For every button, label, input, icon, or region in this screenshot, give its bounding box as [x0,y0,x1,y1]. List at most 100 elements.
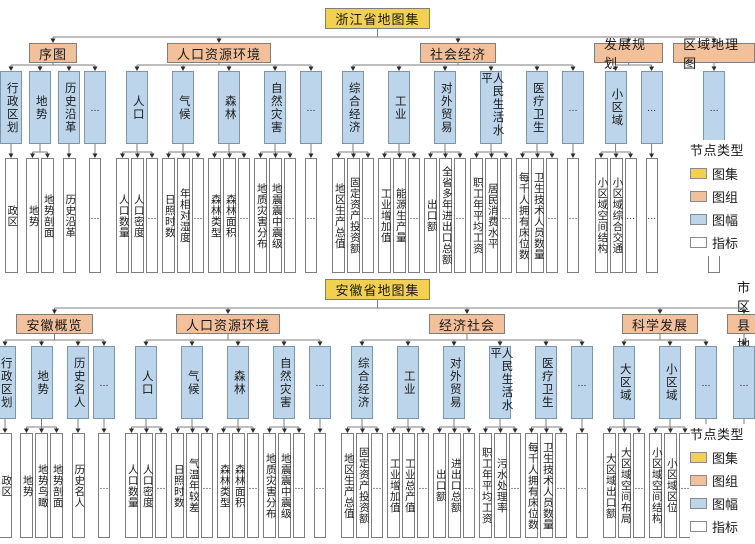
indicator-node: 人口密度 [140,433,153,538]
sheet-node: 气候 [172,71,194,144]
sheet-node-label: 气候 [186,369,199,396]
indicator-node: 政区 [0,433,12,538]
sheet-branch: …… [93,346,115,538]
indicator-node: … [155,433,167,538]
sheet-node-label: … [568,102,578,113]
indicator-node-label: 卫生技术人员数量 [532,171,544,260]
indicator-node: 人口数量 [125,433,138,538]
indicator-node-label: 地震震中震级 [279,452,291,519]
sheet-node-label: 工业 [402,369,415,396]
sheet-node-label: 气候 [177,94,190,121]
indicator-row: 出口额 全省多年进出口总额… [424,158,466,273]
indicator-node-label: … [577,480,587,491]
indicator-node: 地势鸟瞰 [35,433,48,538]
sheet-branch: 人民生活水平 职工年平均工资 居民消费水平… [470,71,512,273]
sheet-node-label: 综合经济 [356,356,369,409]
indicator-node-label: … [680,480,690,491]
indicator-node-label: … [510,480,520,491]
indicator-node: … [362,158,374,273]
indicator-row: 地质灾害分布 地震震中震级… [254,158,296,273]
indicator-node: 小区域空间结构 [649,433,662,538]
indicator-node: 污水处理率 [494,433,507,538]
group-branch: 人口资源环境 人口 人口数量 人口密度… 气候 日照时数 年相对湿度… 森林 森林类型 森林面积…… [116,43,322,273]
sheet-node-label: 医疗卫生 [540,356,553,409]
indicator-node: 地质灾害分布 [254,158,267,273]
sheet-row: 小区域 小区域空间结构 小区域综合交通……… [594,71,663,273]
indicator-node-label: 卫生技术人员数量 [541,441,553,530]
indicator-node: … [408,158,420,273]
atlas-section-0: 浙江省地图集 序图 行政区划 政区 地势 地势 地势剖面 历史沿革 历史沿革…… 人口资源环境 人口… [0,8,755,273]
group-node: 发展规划 [594,37,664,71]
indicator-node: … [417,433,429,538]
indicator-node-label: 森林面积 [224,193,236,238]
indicator-node: … [567,158,579,273]
legend-item-label: 图幅 [712,497,739,512]
indicator-node: 地区生产总值 [332,158,345,273]
indicator-row: 出口额 进出口总额… [433,433,475,538]
indicator-node-label: 政区 [6,204,18,227]
sheet-node: 人民生活水平 [480,71,504,144]
sheet-branch: 历史沿革 历史沿革 [58,71,80,273]
group-node: 序图 [28,43,77,63]
indicator-node: 固定资产投资额 [356,433,369,538]
atlas-color-swatch [690,452,707,463]
indicator-node-label: … [363,210,373,221]
sheet-color-swatch [690,498,707,509]
legend-zhejiang: 节点类型 图集 图组 图幅 指标 [690,140,752,256]
sheet-node: 综合经济 [342,71,364,144]
indicator-node: 全省多年进出口总额 [439,158,452,273]
legend-item-indicator: 指标 [690,233,752,252]
sheet-branch: …… [571,346,593,538]
sheet-branch: 工业 工业增加值 能源生产量… [378,71,420,273]
indicator-node: 地势 [20,433,33,538]
group-row: 安徽概览 行政区划 政区 地势 地势 地势鸟瞰 地势剖面 历史名人 历史名人…… 人口资源环境 人口… [0,280,755,538]
atlas-node-label: 安徽省地图集 [335,283,420,298]
indicator-row: 小区域空间结构 小区域区位… [649,433,691,538]
group-branch: 经济社会 综合经济 地区生产总值 固定资产投资额… 工业 工业增加值 工业总产值… 对外贸易出… [341,314,593,538]
sheet-node-label: 小区域 [610,88,623,127]
sheet-node-label: … [739,377,749,388]
sheet-branch: 对外贸易 出口额 全省多年进出口总额… [424,71,466,273]
indicator-node-label: … [294,480,304,491]
sheet-branch: 地势 地势 地势鸟瞰 地势剖面 [20,346,63,538]
legend-item-label: 图集 [712,167,739,182]
indicator-node: 年相对湿度 [177,158,190,273]
indicator-row: … [305,158,317,273]
indicator-node: … [89,158,101,273]
indicator-node-label: … [626,210,636,221]
sheet-node: 人民生活水平 [489,346,513,419]
indicator-node-label: … [90,210,100,221]
indicator-node: 历史沿革 [62,158,76,273]
legend-item-label: 图幅 [712,213,739,228]
group-branch: 人口资源环境 人口 人口数量 人口密度… 气候 日照时数 气温年较差… 森林 森林类型 森林面积…… [125,314,331,538]
group-node: 人口资源环境 [175,314,280,334]
indicator-node-label: … [455,210,465,221]
atlas-section-1: 安徽省地图集 安徽概览 行政区划 政区 地势 地势 地势鸟瞰 地势剖面 历史名人 历史名人…… 人口… [0,273,755,538]
indicator-row: 工业增加值 工业总产值… [387,433,429,538]
indicator-node: … [238,158,250,273]
indicator-node-label: 地势 [21,474,33,497]
sheet-node-label: 小区域 [664,363,677,402]
indicator-node: … [454,158,466,273]
indicator-row: 历史名人 [71,433,85,538]
indicator-node: 每千人拥有床位数 [516,158,529,273]
indicator-node: … [555,433,567,538]
sheet-node-label: … [90,102,100,113]
indicator-node: 出口额 [433,433,446,538]
sheet-row: 人口 人口数量 人口密度… 气候 日照时数 气温年较差… 森林 森林类型 森林面积… 自然灾害 地质… [125,346,331,538]
indicator-node-label: 大区域空间布局 [619,447,631,524]
indicator-node: 小区域空间结构 [594,158,608,273]
indicator-node-label: 工业增加值 [379,188,391,243]
sheet-row: 行政区划 政区 地势 地势 地势剖面 历史沿革 历史沿革…… [0,71,106,273]
indicator-node: 卫生技术人员数量 [531,158,544,273]
sheet-branch: 医疗卫生 每千人拥有床位数 卫生技术人员数量… [516,71,558,273]
legend-item-sheet: 图幅 [690,494,752,513]
sheet-node: 小区域 [604,71,627,144]
indicator-node-label: 人口数量 [126,463,138,508]
indicator-row: 森林类型 森林面积… [208,158,250,273]
indicator-node: 人口密度 [131,158,144,273]
indicator-node: 工业增加值 [378,158,391,273]
sheet-node-label: 医疗卫生 [531,81,544,134]
sheet-node-label: 地势 [34,94,47,121]
indicator-node-label: 小区域空间结构 [650,447,662,524]
